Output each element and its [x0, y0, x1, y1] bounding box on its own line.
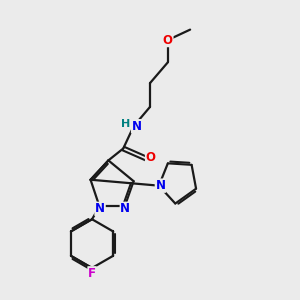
Text: O: O: [163, 34, 173, 46]
Text: F: F: [88, 267, 96, 280]
Text: N: N: [155, 179, 165, 192]
Text: O: O: [146, 151, 156, 164]
Text: N: N: [120, 202, 130, 215]
Text: H: H: [121, 119, 130, 129]
Text: N: N: [95, 202, 105, 215]
Text: N: N: [132, 120, 142, 133]
